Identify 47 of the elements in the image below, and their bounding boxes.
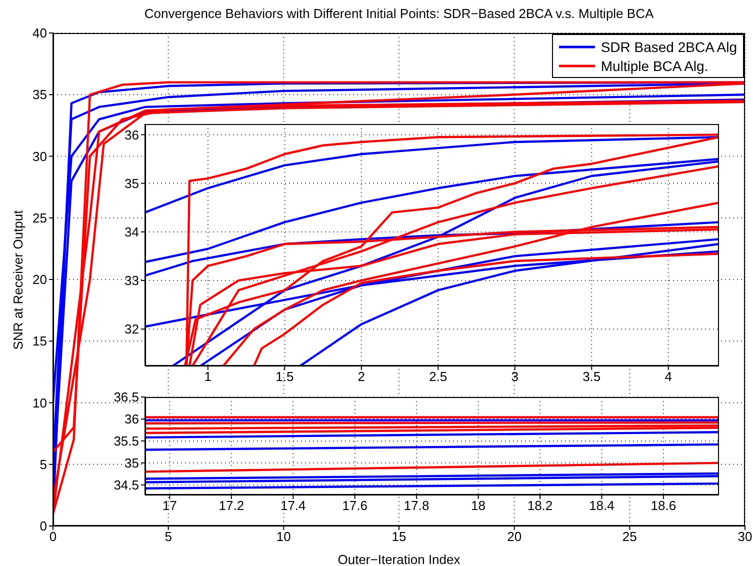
y-tick-label: 35: [124, 176, 139, 191]
x-tick-label: 17: [162, 498, 177, 514]
y-tick-label: 35: [32, 87, 47, 102]
x-tick-label: 18.2: [527, 498, 553, 514]
y-tick-label: 32: [124, 322, 139, 337]
y-tick-label: 40: [32, 26, 47, 41]
legend-label: Multiple BCA Alg.: [600, 58, 708, 74]
x-tick-label: 18.6: [650, 498, 676, 514]
y-axis-title: SNR at Receiver Output: [10, 210, 26, 350]
x-tick-label: 5: [164, 529, 172, 544]
y-tick-label: 5: [40, 456, 47, 472]
x-tick-label: 17.6: [342, 498, 368, 514]
y-tick-label: 34.5: [114, 478, 139, 493]
y-tick-label: 0: [40, 518, 47, 534]
y-tick-label: 15: [32, 334, 47, 349]
x-tick-label: 18.4: [589, 498, 614, 514]
y-tick-label: 30: [32, 148, 47, 164]
x-tick-label: 3.5: [582, 369, 601, 384]
y-tick-label: 33: [124, 273, 139, 288]
y-tick-label: 34: [124, 224, 139, 240]
y-tick-label: 36.5: [114, 390, 139, 405]
y-tick-label: 35.5: [114, 434, 139, 449]
x-tick-label: 30: [738, 529, 752, 544]
x-tick-label: 1: [204, 369, 212, 384]
x-tick-label: 20: [507, 529, 522, 544]
x-axis-title: Outer−Iteration Index: [338, 552, 461, 566]
x-tick-label: 2.5: [429, 369, 448, 384]
y-tick-label: 36: [124, 127, 139, 142]
x-tick-label: 10: [276, 529, 291, 544]
x-tick-label: 0: [49, 529, 57, 544]
x-tick-label: 17.4: [280, 498, 306, 514]
legend-label: SDR Based 2BCA Alg: [600, 38, 737, 54]
x-tick-label: 17.8: [404, 498, 430, 514]
x-tick-label: 17.2: [218, 498, 244, 514]
chart-title: Convergence Behaviors with Different Initial Points: SDR−Based 2BCA v.s. Multiple BCA: [143, 6, 655, 21]
y-tick-label: 36: [124, 412, 139, 427]
x-tick-label: 2: [358, 369, 366, 384]
y-tick-label: 25: [32, 210, 47, 226]
x-tick-label: 18: [471, 498, 486, 514]
x-tick-label: 15: [392, 529, 406, 544]
x-tick-label: 4: [664, 369, 672, 384]
y-tick-label: 10: [32, 395, 47, 410]
x-tick-label: 25: [622, 529, 637, 544]
x-tick-label: 1.5: [276, 369, 294, 384]
x-tick-label: 3: [511, 369, 518, 384]
y-tick-label: 20: [32, 272, 47, 288]
y-tick-label: 35: [124, 456, 139, 471]
